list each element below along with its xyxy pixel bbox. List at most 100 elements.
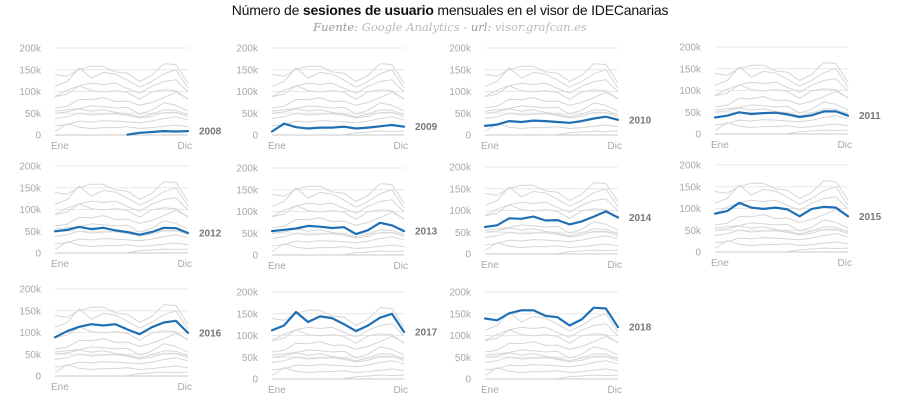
context-line-2009 [54, 241, 189, 250]
context-line-2009 [271, 367, 405, 376]
y-tick-label: 0 [465, 375, 471, 386]
context-line-2012 [714, 225, 849, 235]
series-label-2015: 2015 [859, 212, 882, 223]
context-line-2013 [54, 343, 189, 356]
y-tick-label: 200k [679, 43, 702, 54]
y-tick-label: 200k [236, 164, 259, 175]
context-line-2010 [484, 235, 619, 246]
y-tick-label: 200k [449, 44, 472, 55]
y-tick-label: 0 [465, 131, 471, 142]
series-line-2010 [483, 115, 620, 127]
context-line-2011 [484, 111, 619, 119]
context-line-2011 [714, 228, 849, 236]
series-line-2015 [713, 201, 850, 218]
x-tick-label-last: Dic [394, 261, 408, 272]
y-tick-label: 200k [19, 44, 42, 55]
series-label-2009: 2009 [415, 122, 438, 133]
x-tick-label-last: Dic [178, 141, 192, 152]
chart-title: Número de sesiones de usuario mensuales … [0, 2, 900, 18]
context-line-2013 [271, 346, 405, 359]
context-line-2014 [714, 90, 849, 108]
context-line-2010 [271, 360, 405, 371]
y-tick-label: 200k [449, 163, 472, 174]
context-line-2012 [271, 108, 405, 118]
y-tick-label: 50k [25, 227, 42, 238]
context-line-2008 [557, 249, 619, 255]
y-tick-label: 0 [695, 248, 701, 259]
context-line-2011 [54, 229, 189, 237]
y-tick-label: 0 [252, 131, 258, 142]
y-tick-label: 0 [35, 372, 41, 383]
panel-2016: 0 50k 100k 150k 200k Ene Dic 2016 [19, 285, 221, 394]
context-line-2016 [54, 79, 189, 97]
context-line-2018 [54, 304, 189, 325]
context-line-2010 [271, 116, 405, 127]
y-tick-label: 100k [679, 86, 702, 97]
series-line-2018 [483, 306, 620, 329]
context-line-2014 [54, 209, 189, 227]
y-tick-label: 150k [679, 182, 702, 193]
panel-2010: 0 50k 100k 150k 200k Ene Dic 2010 [449, 44, 651, 153]
context-line-2016 [271, 323, 405, 341]
context-line-2008 [787, 247, 849, 253]
series-line-2009 [270, 122, 406, 133]
series-label-2013: 2013 [415, 227, 438, 238]
x-tick-label-first: Ene [481, 385, 499, 396]
context-line-2008 [343, 250, 405, 256]
context-line-2017 [271, 67, 405, 89]
source-value: Google Analytics [361, 20, 460, 34]
context-line-2015 [271, 85, 405, 100]
context-line-2016 [54, 197, 189, 215]
panel-2009: 0 50k 100k 150k 200k Ene Dic 2009 [236, 44, 437, 153]
y-tick-label: 150k [236, 65, 259, 76]
context-line-2018 [484, 182, 619, 203]
context-line-2014 [484, 335, 619, 353]
context-line-2010 [714, 115, 849, 126]
x-tick-label-last: Dic [608, 385, 622, 396]
y-tick-label: 0 [252, 251, 258, 262]
y-tick-label: 50k [242, 229, 259, 240]
y-tick-label: 0 [35, 249, 41, 260]
context-line-2011 [484, 355, 619, 363]
context-line-2014 [484, 91, 619, 109]
context-line-2016 [484, 79, 619, 97]
y-tick-label: 100k [679, 204, 702, 215]
context-line-2017 [714, 66, 849, 88]
url-value: visor.grafcan.es [494, 20, 587, 34]
y-tick-label: 50k [455, 228, 472, 239]
x-tick-label-first: Ene [481, 260, 499, 271]
context-line-2009 [484, 242, 619, 251]
y-tick-label: 200k [236, 288, 259, 299]
context-line-2015 [54, 203, 189, 218]
x-tick-label-last: Dic [178, 382, 192, 393]
context-line-2012 [484, 108, 619, 118]
y-tick-label: 50k [685, 108, 702, 119]
context-line-2011 [271, 231, 405, 239]
y-tick-label: 100k [449, 206, 472, 217]
y-tick-label: 200k [679, 161, 702, 172]
context-line-2011 [271, 111, 405, 119]
y-tick-label: 50k [25, 350, 42, 361]
y-tick-label: 150k [449, 309, 472, 320]
context-line-2010 [54, 357, 189, 368]
y-tick-label: 200k [449, 288, 472, 299]
y-tick-label: 50k [25, 109, 42, 120]
url-label: url: [470, 20, 492, 34]
y-tick-label: 50k [455, 109, 472, 120]
context-line-2009 [484, 123, 619, 132]
context-line-2014 [271, 211, 405, 229]
series-label-2016: 2016 [199, 328, 222, 339]
y-tick-label: 100k [19, 87, 42, 98]
x-tick-label-last: Dic [608, 260, 622, 271]
y-tick-label: 100k [236, 87, 259, 98]
context-line-2013 [484, 346, 619, 359]
context-line-2008 [343, 374, 405, 380]
title-pre: Número de [231, 2, 303, 18]
context-line-2008 [127, 371, 189, 377]
context-line-2018 [484, 63, 619, 84]
context-line-2008 [343, 130, 405, 136]
context-line-2012 [484, 227, 619, 237]
context-line-2010 [271, 236, 405, 247]
context-line-2018 [714, 180, 849, 201]
